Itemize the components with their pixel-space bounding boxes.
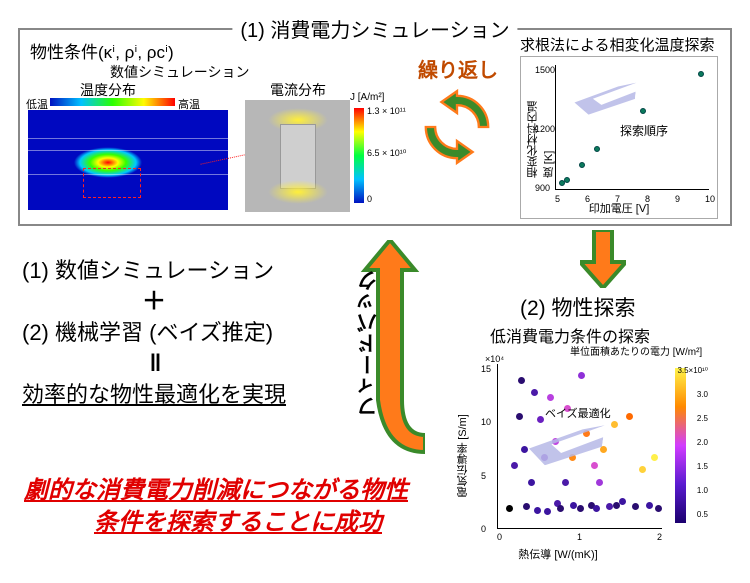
feedback-label: フィードバック — [354, 270, 384, 417]
chart2-point — [596, 479, 603, 486]
chart2-cb-tick: 1.5 — [697, 462, 708, 471]
chart1-xtick: 6 — [585, 194, 590, 204]
current-dist-label: 電流分布 — [270, 80, 326, 100]
chart2-point — [544, 508, 551, 515]
section-2-title: (2) 物性探索 — [520, 292, 636, 322]
section-1-title: (1) 消費電力シミュレーション — [232, 14, 517, 43]
chart1-point — [564, 177, 570, 183]
equals-symbol: ‖ — [22, 348, 286, 380]
chart2-point — [534, 507, 541, 514]
chart2-xlabel: 熱伝導 [W/(mK)] — [518, 546, 597, 562]
conclusion-line1: 劇的な消費電力削減につながる物性 — [24, 475, 408, 507]
chart2-point — [619, 498, 626, 505]
bayes-label: ベイズ最適化 — [545, 405, 611, 421]
chart2-ytick: 0 — [481, 524, 486, 534]
chart2-point — [547, 394, 554, 401]
cycle-arrows-icon — [418, 88, 496, 166]
chart2-cb-tick: 2.5 — [697, 414, 708, 423]
conclusion-text: 劇的な消費電力削減につながる物性 条件を探索することに成功 — [24, 475, 408, 540]
chart2-ytick: 15 — [481, 364, 491, 374]
temperature-field-image — [28, 110, 228, 210]
power-colorbar — [675, 368, 686, 523]
chart1-point — [579, 162, 585, 168]
chart2-point — [655, 505, 662, 512]
chart1-ytick: 1200 — [535, 124, 555, 134]
chart2-point — [537, 416, 544, 423]
chart1-point — [594, 146, 600, 152]
temperature-dist-label: 温度分布 — [80, 80, 136, 100]
chart2-point — [591, 462, 598, 469]
repeat-label: 繰り返し — [418, 54, 498, 83]
summary-line2: (2) 機械学習 (ベイズ推定) — [22, 318, 286, 348]
chart2-point — [639, 466, 646, 473]
property-search-chart: 電気伝導率 [S/m] ×10⁴ 熱伝導 [W/(mK)] 0 1 2 0 5 10 15 3… — [453, 356, 708, 564]
simulation-label: 数値シミュレーション — [110, 62, 249, 82]
current-colorbar — [354, 108, 364, 203]
plus-symbol: ＋ — [22, 286, 286, 318]
chart1-xtick: 10 — [705, 194, 715, 204]
chart2-cb-tick: 0.5 — [697, 510, 708, 519]
chart2-point — [600, 446, 607, 453]
current-field-image — [245, 100, 350, 212]
chart2-xtick: 2 — [657, 532, 662, 542]
chart2-cb-tick: 2.0 — [697, 438, 708, 447]
chart1-point — [698, 71, 704, 77]
chart2-point — [646, 502, 653, 509]
chart2-point — [577, 505, 584, 512]
chart2-xtick: 1 — [577, 532, 582, 542]
chart2-point — [651, 454, 658, 461]
chart1-xtick: 7 — [615, 194, 620, 204]
chart2-cb-tick: 1.0 — [697, 486, 708, 495]
current-cb-max: 1.3 × 10¹¹ — [367, 106, 406, 116]
chart2-point — [632, 503, 639, 510]
method-summary: (1) 数値シミュレーション ＋ (2) 機械学習 (ベイズ推定) ‖ 効率的な… — [22, 256, 286, 410]
root-finding-title: 求根法による相変化温度探索 — [520, 34, 715, 55]
current-cb-mid: 6.5 × 10¹⁰ — [367, 148, 406, 159]
down-arrow-icon — [580, 230, 626, 288]
chart1-point — [640, 108, 646, 114]
chart2-cb-tick: 3.5×10¹⁰ — [677, 366, 708, 375]
chart2-point — [518, 377, 525, 384]
chart2-ytick: 10 — [481, 417, 491, 427]
chart1-ytick: 900 — [535, 183, 550, 193]
chart1-ytick: 1500 — [535, 65, 555, 75]
chart2-point — [523, 503, 530, 510]
chart2-ylabel: 電気伝導率 [S/m] — [455, 414, 471, 498]
chart2-ytick: 5 — [481, 471, 486, 481]
current-unit: J [A/m²] — [350, 92, 384, 103]
search-order-label: 探索順序 — [620, 122, 668, 139]
chart2-point — [528, 479, 535, 486]
chart2-xtick: 0 — [497, 532, 502, 542]
chart2-point — [578, 372, 585, 379]
chart2-cb-tick: 3.0 — [697, 390, 708, 399]
chart2-point — [506, 505, 513, 512]
chart2-point — [531, 389, 538, 396]
chart1-xtick: 9 — [675, 194, 680, 204]
chart1-ylabel: 相変化材料内温度 [K] — [525, 97, 557, 178]
summary-conclusion: 効率的な物性最適化を実現 — [22, 380, 286, 410]
conclusion-line2: 条件を探索することに成功 — [24, 507, 408, 539]
chart2-point — [593, 505, 600, 512]
simulation-box: (1) 消費電力シミュレーション 物性条件(κⁱ, ρⁱ, ρcⁱ) 数値シミュ… — [18, 28, 732, 226]
chart2-point — [562, 479, 569, 486]
chart2-point — [557, 505, 564, 512]
chart2-point — [516, 413, 523, 420]
physical-conditions-label: 物性条件(κⁱ, ρⁱ, ρcⁱ) — [30, 38, 174, 63]
chart2-yexp: ×10⁴ — [485, 354, 504, 364]
chart1-xtick: 8 — [645, 194, 650, 204]
chart2-point — [511, 462, 518, 469]
temp-colorbar — [50, 98, 175, 106]
current-cb-min: 0 — [367, 194, 372, 204]
root-finding-chart: 相変化材料内温度 [K] 印加電圧 [V] 567891090012001500 — [520, 56, 718, 219]
chart2-point — [521, 446, 528, 453]
summary-line1: (1) 数値シミュレーション — [22, 256, 286, 286]
chart1-xtick: 5 — [555, 194, 560, 204]
chart2-point — [611, 421, 618, 428]
chart2-point — [626, 413, 633, 420]
